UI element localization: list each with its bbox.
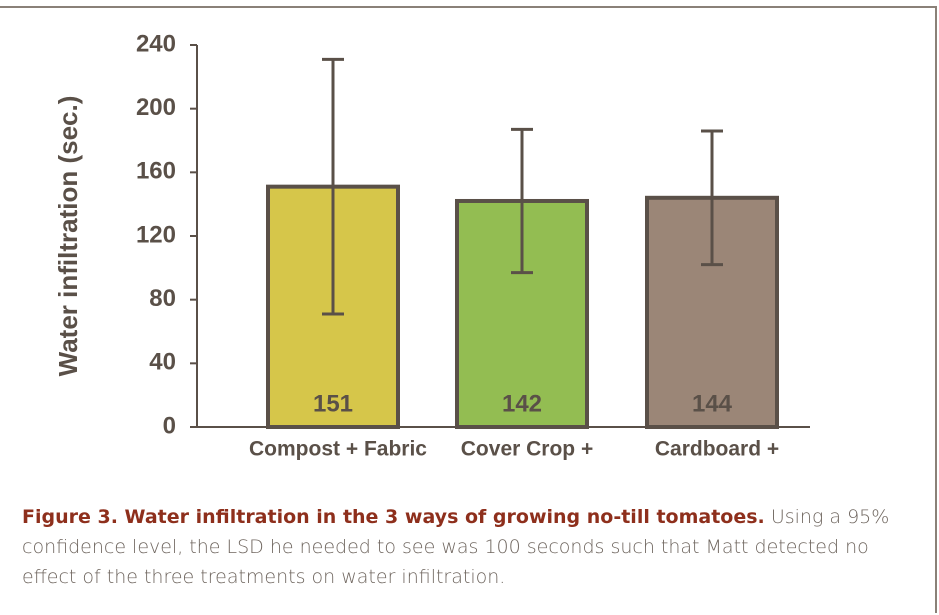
x-tick-label: Cover Crop + <box>461 438 593 461</box>
error-bar <box>701 129 723 267</box>
y-axis-label: Water infiltration (sec.) <box>53 96 83 377</box>
y-tick-label: 200 <box>136 94 176 121</box>
y-tick-label: 80 <box>149 285 176 312</box>
data-label: 151 <box>313 390 353 417</box>
x-tick-label: Compost + Fabric <box>249 438 427 461</box>
data-label: 142 <box>502 390 542 417</box>
x-tick-label: Cardboard + <box>655 438 779 461</box>
caption-text: Using a 95% confidence level, the LSD he… <box>22 506 890 588</box>
error-bar <box>322 57 344 316</box>
frame <box>0 6 937 613</box>
y-tick-label: 160 <box>136 158 176 185</box>
y-tick-label: 120 <box>136 221 176 248</box>
error-bar <box>511 127 533 275</box>
y-tick-label: 40 <box>149 349 176 376</box>
y-tick-label: 0 <box>163 412 176 439</box>
y-tick-label: 240 <box>136 30 176 57</box>
caption-title: Figure 3. Water infiltration in the 3 wa… <box>22 506 765 528</box>
chart: Water infiltration (sec.) 0 40 80 120 160 200… <box>53 30 810 461</box>
data-label: 144 <box>692 390 733 417</box>
caption: Figure 3. Water infiltration in the 3 wa… <box>22 502 922 592</box>
